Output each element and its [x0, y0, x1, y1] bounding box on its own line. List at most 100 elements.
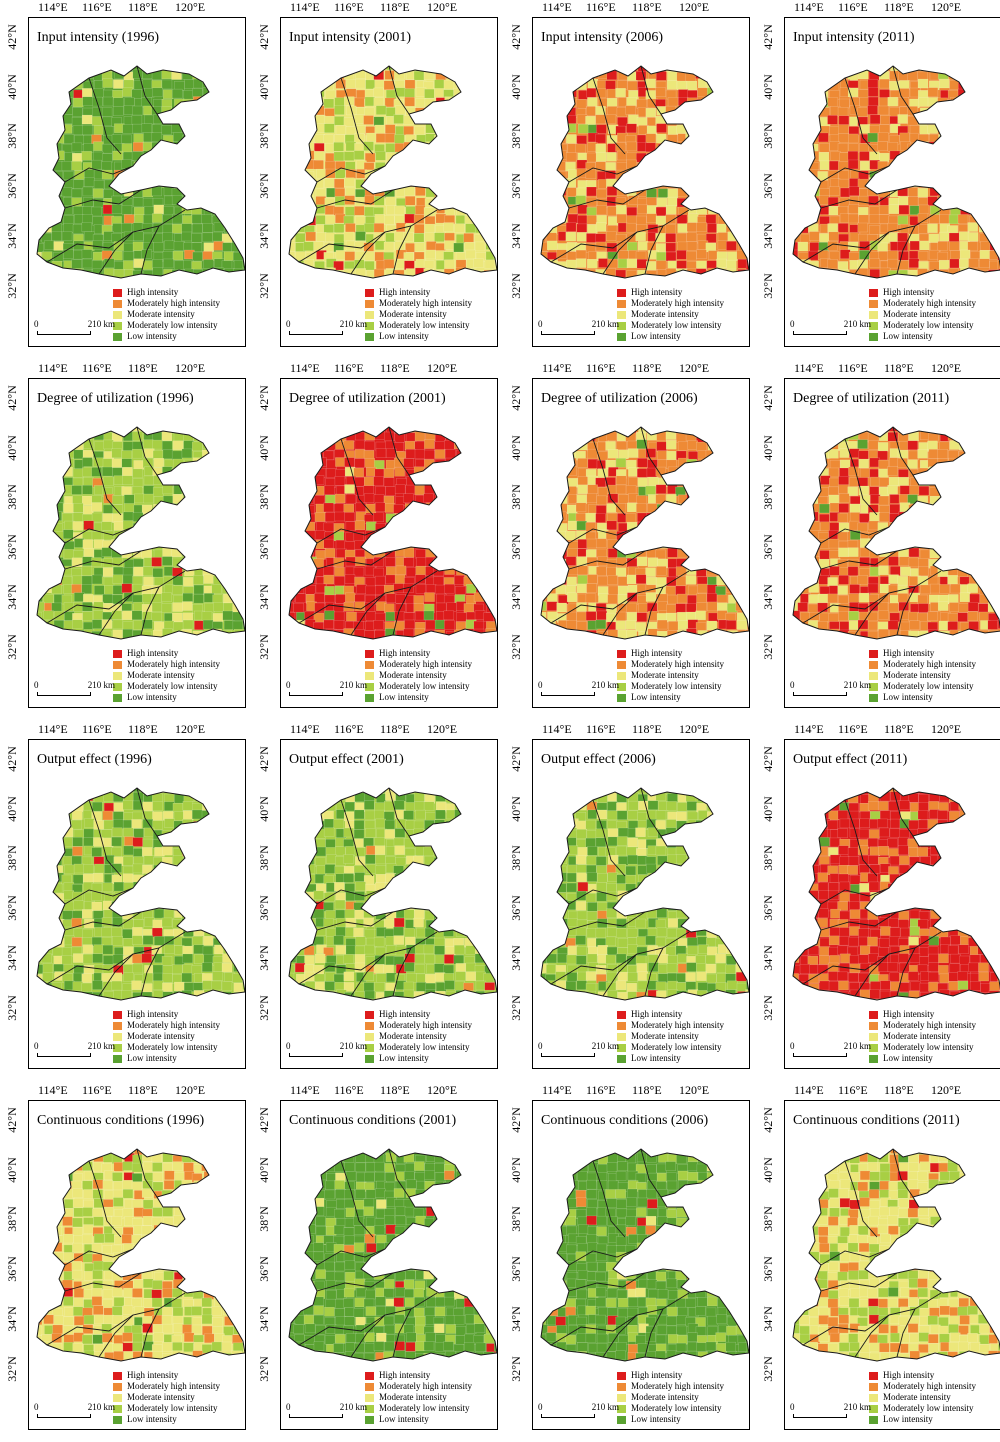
latitude-label: 42°N	[257, 383, 271, 413]
scale-end: 210 km	[844, 1041, 871, 1051]
legend-item: Moderate intensity	[113, 670, 220, 681]
scale-line	[289, 331, 343, 335]
legend-label: Low intensity	[379, 692, 429, 703]
legend-item: Moderately low intensity	[869, 1042, 976, 1053]
map-title: Degree of utilization (2001)	[289, 391, 446, 407]
legend-item: Moderate intensity	[365, 1031, 472, 1042]
legend-label: Moderately high intensity	[379, 659, 472, 670]
legend-label: Moderately high intensity	[127, 298, 220, 309]
legend-item: High intensity	[365, 648, 472, 659]
map-title: Degree of utilization (1996)	[37, 391, 194, 407]
legend-label: Moderately low intensity	[631, 320, 721, 331]
latitude-label: 42°N	[257, 744, 271, 774]
latitude-label: 38°N	[257, 1204, 271, 1234]
latitude-label: 40°N	[761, 433, 775, 463]
latitude-label: 40°N	[257, 433, 271, 463]
longitude-label: 120°E	[175, 361, 205, 375]
longitude-label: 120°E	[931, 722, 961, 736]
longitude-label: 116°E	[586, 1083, 616, 1097]
legend-swatch	[617, 661, 626, 669]
scale-line	[37, 331, 91, 335]
scale-start: 0	[34, 319, 39, 329]
longitude-label: 114°E	[38, 0, 68, 14]
legend-label: Moderately high intensity	[883, 298, 976, 309]
legend-item: Low intensity	[365, 331, 472, 342]
legend-item: Moderately low intensity	[113, 1042, 220, 1053]
legend-item: Moderately low intensity	[365, 1042, 472, 1053]
latitude-label: 36°N	[257, 532, 271, 562]
latitude-label: 32°N	[509, 1354, 523, 1384]
latitude-label: 42°N	[761, 744, 775, 774]
latitude-label: 42°N	[761, 22, 775, 52]
longitude-label: 120°E	[679, 0, 709, 14]
legend-item: Low intensity	[365, 1053, 472, 1064]
latitude-label: 36°N	[5, 532, 19, 562]
legend-label: Moderately high intensity	[631, 298, 724, 309]
legend-item: Moderate intensity	[617, 1031, 724, 1042]
latitude-label: 34°N	[509, 943, 523, 973]
longitude-label: 116°E	[586, 361, 616, 375]
latitude-label: 32°N	[761, 632, 775, 662]
longitude-label: 116°E	[334, 1083, 364, 1097]
legend-label: Low intensity	[883, 331, 933, 342]
scale-end: 210 km	[88, 1402, 115, 1412]
latitude-label: 36°N	[257, 1254, 271, 1284]
longitude-label: 114°E	[290, 1083, 320, 1097]
longitude-label: 114°E	[542, 722, 572, 736]
longitude-label: 118°E	[884, 722, 914, 736]
longitude-label: 116°E	[838, 0, 868, 14]
longitude-label: 118°E	[632, 0, 662, 14]
longitude-label: 114°E	[794, 722, 824, 736]
legend-swatch	[617, 1011, 626, 1019]
latitude-label: 40°N	[509, 794, 523, 824]
legend-label: Moderately high intensity	[379, 1381, 472, 1392]
latitude-label: 42°N	[5, 22, 19, 52]
longitude-label: 120°E	[175, 722, 205, 736]
latitude-label: 42°N	[257, 1105, 271, 1135]
map-title: Continuous conditions (1996)	[37, 1113, 204, 1129]
legend-label: Moderate intensity	[379, 309, 447, 320]
latitude-label: 32°N	[5, 632, 19, 662]
legend-swatch	[617, 1055, 626, 1063]
latitude-label: 34°N	[761, 1304, 775, 1334]
legend-label: Moderately high intensity	[883, 1381, 976, 1392]
latitude-label: 34°N	[509, 582, 523, 612]
map-frame: Degree of utilization (2011)High intensi…	[784, 378, 1000, 708]
legend-item: Low intensity	[113, 692, 220, 703]
latitude-label: 36°N	[509, 532, 523, 562]
legend-item: Moderately high intensity	[113, 298, 220, 309]
legend-label: Low intensity	[631, 1053, 681, 1064]
scale-line	[793, 692, 847, 696]
legend-swatch	[113, 333, 122, 341]
legend-swatch	[365, 300, 374, 308]
legend-label: Low intensity	[631, 331, 681, 342]
latitude-label: 38°N	[257, 843, 271, 873]
longitude-label: 116°E	[82, 1083, 112, 1097]
legend-item: Moderately high intensity	[617, 1381, 724, 1392]
latitude-label: 34°N	[5, 943, 19, 973]
legend-label: Moderately low intensity	[379, 1403, 469, 1414]
longitude-label: 120°E	[427, 0, 457, 14]
legend-swatch	[113, 694, 122, 702]
legend-item: Moderately low intensity	[617, 320, 724, 331]
latitude-label: 42°N	[509, 22, 523, 52]
map-title: Input intensity (2001)	[289, 30, 411, 46]
legend-item: Low intensity	[869, 1414, 976, 1425]
legend-label: Moderate intensity	[631, 1392, 699, 1403]
legend-label: Moderately low intensity	[379, 681, 469, 692]
latitude-label: 34°N	[257, 943, 271, 973]
legend-label: Low intensity	[379, 1414, 429, 1425]
map-title: Input intensity (2006)	[541, 30, 663, 46]
